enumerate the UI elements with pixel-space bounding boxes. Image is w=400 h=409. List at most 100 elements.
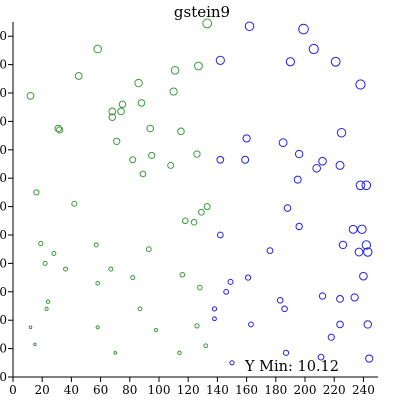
series-1-point <box>95 280 100 286</box>
series-2-point <box>327 333 335 341</box>
x-tick-label: 220 <box>323 383 346 397</box>
series-2-point <box>216 155 225 164</box>
series-2-point <box>285 57 295 67</box>
series-2-point <box>298 23 309 35</box>
series-2-point <box>330 56 341 67</box>
series-1-point <box>190 218 198 226</box>
series-2-point <box>359 271 368 281</box>
series-2-point <box>308 43 319 55</box>
series-2-point <box>355 180 366 191</box>
x-tick-label: 140 <box>206 383 229 397</box>
x-tick-label: 40 <box>64 383 79 397</box>
series-1-point <box>177 350 182 356</box>
series-2-point <box>294 149 304 159</box>
series-2-point <box>281 305 288 313</box>
series-1-point <box>130 275 136 281</box>
y-tick-label: 240 <box>0 29 7 43</box>
series-1-point <box>45 299 51 304</box>
series-1-point <box>137 306 143 312</box>
y-tick-label: 40 <box>0 313 7 327</box>
series-2-point <box>212 316 217 322</box>
series-1-point <box>167 161 175 169</box>
series-1-point <box>44 306 49 311</box>
series-2-point <box>244 21 255 32</box>
x-tick-label: 0 <box>9 383 17 397</box>
series-2-point <box>241 155 250 164</box>
series-1-point <box>113 351 117 355</box>
y-tick-label: 0 <box>0 370 7 384</box>
x-tick-label: 100 <box>148 383 171 397</box>
x-tick-label: 200 <box>294 383 317 397</box>
series-2-point <box>293 175 302 184</box>
series-2-point <box>223 288 230 295</box>
series-2-point <box>335 160 345 170</box>
series-1-point <box>203 203 211 211</box>
series-2-point <box>211 306 218 312</box>
series-1-point <box>33 189 40 196</box>
series-1-point <box>63 266 69 272</box>
series-2-point <box>318 156 327 166</box>
series-2-point <box>354 247 364 257</box>
series-1-point <box>93 44 102 54</box>
series-1-point <box>26 91 35 100</box>
series-2-point <box>215 55 225 65</box>
series-1-point <box>153 328 159 333</box>
series-2-point <box>336 128 347 138</box>
series-1-point <box>95 325 100 330</box>
series-2-point <box>363 247 373 257</box>
series-1-point <box>170 65 180 75</box>
series-1-point <box>56 126 64 134</box>
series-2-point <box>244 274 252 281</box>
series-2-point <box>361 240 372 250</box>
series-2-point <box>355 79 366 90</box>
series-1-point <box>139 170 147 178</box>
y-tick-label: 140 <box>0 171 7 185</box>
series-2-point <box>348 224 358 234</box>
axes: 0 20 40 60 80 100 120 140 160 180 200 220 240 0 20 40 60… <box>0 22 378 397</box>
series-1-point <box>193 150 201 158</box>
y-tick-label: 20 <box>0 342 7 356</box>
y-tick-label: 60 <box>0 285 7 299</box>
series-2-point <box>350 293 359 302</box>
series-1-point <box>74 72 83 80</box>
series-1-point <box>42 260 48 266</box>
series-2-point <box>248 321 254 328</box>
series-2-point <box>295 222 303 231</box>
series-1-point <box>146 124 155 133</box>
data-points <box>26 18 374 366</box>
series-1-point <box>129 156 137 164</box>
y-tick-label: 220 <box>0 58 7 72</box>
series-1-point <box>108 266 114 272</box>
series-2-point <box>318 292 327 300</box>
series-1-point <box>202 18 213 29</box>
series-1-point <box>134 78 143 88</box>
series-2-point <box>276 297 284 304</box>
y-tick-label: 160 <box>0 143 7 157</box>
y-tick-label: 200 <box>0 86 7 100</box>
series-1-point <box>108 107 117 116</box>
series-1-point <box>179 271 186 278</box>
y-tick-label: 120 <box>0 200 7 214</box>
series-2-point <box>336 295 344 303</box>
x-tick-label: 20 <box>35 383 50 397</box>
series-1-point <box>177 127 185 136</box>
series-1-point <box>137 99 146 107</box>
series-1-point <box>71 200 78 207</box>
x-tick-label: 80 <box>122 383 137 397</box>
series-1-point <box>112 137 121 145</box>
x-tick-label: 160 <box>235 383 258 397</box>
series-2-point <box>336 320 344 329</box>
series-1-point <box>38 240 44 247</box>
y-tick-label: 180 <box>0 114 7 128</box>
series-2-point <box>216 231 224 239</box>
series-2-point <box>357 224 367 235</box>
y-tick-label: 80 <box>0 256 7 270</box>
series-2-point <box>227 278 234 285</box>
series-2-point <box>361 180 372 191</box>
series-1-point <box>93 242 99 248</box>
series-1-point <box>203 343 209 349</box>
series-2-point <box>242 134 251 143</box>
x-tick-label: 60 <box>93 383 108 397</box>
series-2-point <box>278 138 288 148</box>
series-2-point <box>338 240 348 250</box>
